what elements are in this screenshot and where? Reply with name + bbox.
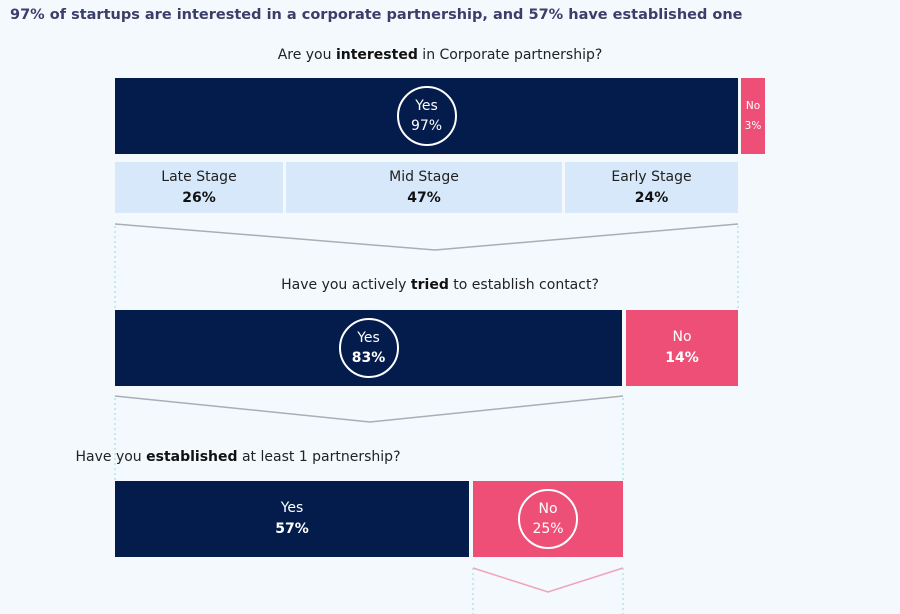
tried-yes-label: Yes (357, 330, 380, 346)
question-interested-pre: Are you (277, 47, 336, 63)
question-interested-post: in Corporate partnership? (417, 47, 603, 63)
funnel-connector-3 (472, 567, 624, 614)
question-tried: Have you actively tried to establish con… (0, 277, 890, 293)
stage-early-label: Early Stage (611, 168, 692, 185)
question-established: Have you established at least 1 partners… (0, 449, 688, 465)
stage-early-value: 24% (634, 189, 669, 206)
interested-no-label: No (745, 100, 761, 112)
stage-late: Late Stage 26% (115, 162, 283, 213)
established-yes-value: 57% (275, 521, 309, 537)
interested-no-value: 3% (744, 120, 762, 132)
tried-yes-value: 83% (351, 350, 386, 366)
question-established-post: at least 1 partnership? (237, 449, 401, 465)
interested-yes-circle: Yes 97% (396, 86, 457, 146)
tried-yes-bar: Yes 83% (115, 310, 622, 386)
funnel-connector-1 (114, 223, 739, 310)
stage-late-label: Late Stage (161, 168, 237, 185)
interested-yes-label: Yes (415, 98, 438, 114)
question-interested-bold: interested (335, 47, 418, 63)
stage-mid-label: Mid Stage (389, 168, 459, 185)
question-tried-pre: Have you actively (281, 277, 411, 293)
question-tried-bold: tried (410, 277, 449, 293)
interested-yes-bar: Yes 97% (115, 78, 738, 154)
established-yes-label: Yes (280, 500, 304, 516)
interested-yes-value: 97% (410, 118, 443, 134)
stage-early: Early Stage 24% (565, 162, 738, 213)
established-yes-bar: Yes 57% (115, 481, 469, 557)
question-established-pre: Have you (75, 449, 147, 465)
question-tried-post: to establish contact? (448, 277, 599, 293)
chart-title: 97% of startups are interested in a corp… (10, 7, 743, 23)
established-no-value: 25% (532, 521, 564, 537)
stage-mid: Mid Stage 47% (286, 162, 562, 213)
established-no-bar: No 25% (473, 481, 623, 557)
stage-late-value: 26% (182, 189, 216, 206)
tried-yes-circle: Yes 83% (338, 318, 399, 378)
tried-no-label: No (672, 329, 692, 345)
established-no-circle: No 25% (518, 489, 578, 549)
question-interested: Are you interested in Corporate partners… (0, 47, 890, 63)
tried-no-bar: No 14% (626, 310, 738, 386)
interested-no-bar: No 3% (741, 78, 765, 154)
stage-mid-value: 47% (407, 189, 441, 206)
tried-no-value: 14% (665, 350, 699, 366)
established-no-label: No (538, 501, 558, 517)
funnel-connector-2 (114, 395, 624, 481)
question-established-bold: established (146, 449, 238, 465)
